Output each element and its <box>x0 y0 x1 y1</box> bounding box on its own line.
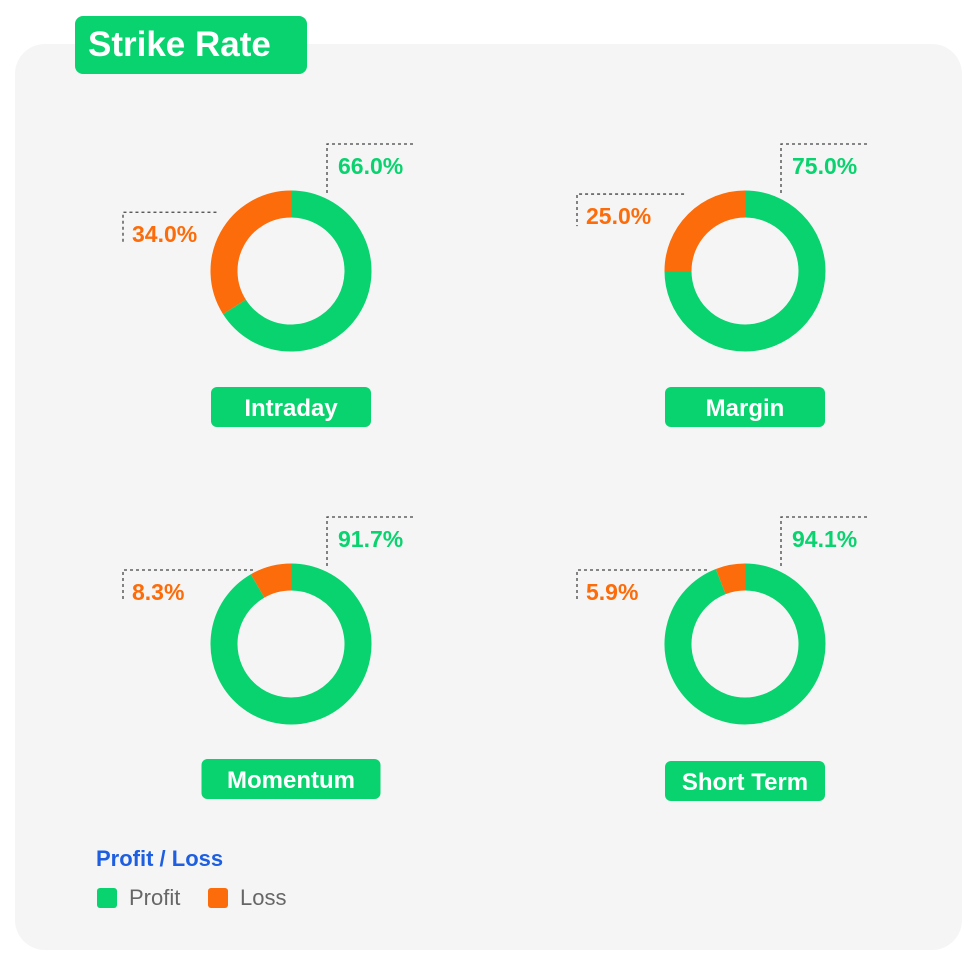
leader-line-loss <box>122 569 253 602</box>
label-loss: 8.3% <box>132 579 184 605</box>
chart-name-label: Short Term <box>682 769 808 796</box>
legend-swatch-loss <box>208 888 228 908</box>
label-loss: 25.0% <box>586 203 651 229</box>
label-loss: 34.0% <box>132 221 197 247</box>
chart-name-label: Momentum <box>227 767 355 794</box>
leader-line-loss <box>122 211 217 245</box>
slice-loss <box>210 190 292 315</box>
slice-profit <box>223 190 372 352</box>
label-profit: 94.1% <box>792 526 857 552</box>
donut-chart-0: 66.0% 34.0% Intraday <box>122 143 413 427</box>
leader-line-loss <box>576 193 685 227</box>
slice-profit <box>664 563 826 725</box>
leader-line-loss <box>576 569 707 602</box>
donut-chart-3: 94.1% 5.9% Short Term <box>576 516 867 801</box>
chart-name-badge <box>665 761 825 801</box>
legend-label-profit: Profit <box>129 885 181 910</box>
label-loss: 5.9% <box>586 579 638 605</box>
slice-loss <box>250 563 292 598</box>
page-title: Strike Rate <box>75 16 307 74</box>
leader-line-profit <box>326 516 413 567</box>
leader-line-profit <box>780 143 867 194</box>
legend-item-loss: Loss <box>208 886 286 910</box>
legend-swatch-profit <box>97 888 117 908</box>
label-profit: 91.7% <box>338 526 403 552</box>
slice-profit <box>210 563 372 725</box>
chart-name-label: Intraday <box>244 395 338 422</box>
donut-chart-1: 75.0% 25.0% Margin <box>576 143 867 427</box>
label-profit: 75.0% <box>792 153 857 179</box>
legend-label-loss: Loss <box>240 885 287 910</box>
chart-name-badge <box>211 387 371 427</box>
slice-profit <box>664 190 826 352</box>
donut-chart-2: 91.7% 8.3% Momentum <box>122 516 413 799</box>
chart-name-badge <box>201 759 381 799</box>
legend-title: Profit / Loss <box>96 846 224 871</box>
slice-loss <box>664 190 746 272</box>
legend-item-profit: Profit <box>97 886 180 910</box>
slice-loss <box>715 563 746 595</box>
leader-line-profit <box>780 516 867 567</box>
chart-name-badge <box>665 387 825 427</box>
leader-line-profit <box>326 143 413 194</box>
chart-name-label: Margin <box>706 395 785 422</box>
label-profit: 66.0% <box>338 153 403 179</box>
